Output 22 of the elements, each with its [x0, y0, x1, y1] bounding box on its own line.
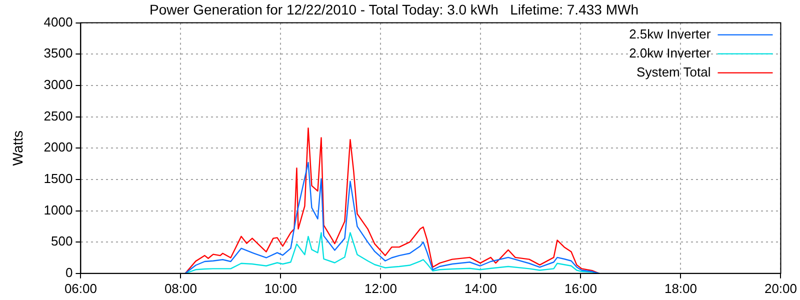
legend-label: 2.0kw Inverter — [629, 45, 712, 60]
legend-label: 2.5kw Inverter — [629, 26, 712, 42]
y-tick-label: 0 — [65, 264, 73, 280]
y-tick-label: 3500 — [44, 46, 73, 61]
y-tick-label: 2500 — [44, 108, 73, 124]
y-tick-label: 3000 — [44, 77, 73, 92]
x-tick-label: 08:00 — [164, 280, 197, 296]
x-tick-label: 20:00 — [764, 280, 798, 296]
legend-label: System Total — [636, 64, 711, 80]
x-tick-label: 16:00 — [564, 280, 598, 296]
y-tick-label: 1000 — [44, 202, 73, 218]
chart-title: Power Generation for 12/22/2010 - Total Today: 3.0 kWh Lifetime: 7.433 MWh — [150, 1, 638, 18]
y-tick-label: 500 — [51, 234, 73, 249]
x-tick-label: 18:00 — [664, 280, 698, 296]
x-tick-label: 06:00 — [64, 280, 97, 296]
x-tick-label: 12:00 — [364, 280, 397, 296]
y-axis-title: Watts — [9, 130, 26, 166]
x-tick-label: 10:00 — [264, 280, 297, 296]
y-tick-label: 2000 — [44, 140, 73, 155]
y-tick-label: 4000 — [44, 14, 73, 30]
x-tick-label: 14:00 — [464, 280, 497, 296]
y-tick-label: 1500 — [44, 171, 73, 186]
